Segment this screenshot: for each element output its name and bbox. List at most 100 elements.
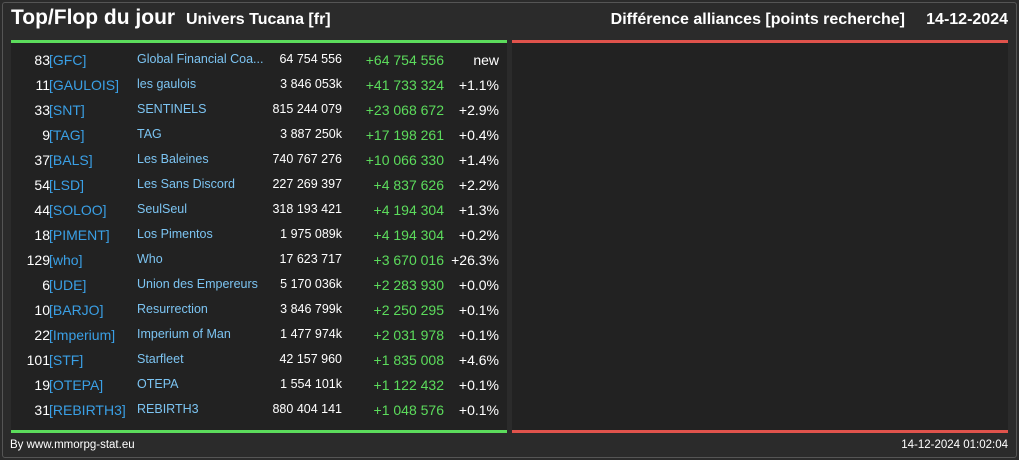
rank-cell: 31 [34, 402, 50, 418]
alliance-tag: [SOLOO] [49, 202, 107, 218]
table-row: 129 [who] Who 17 623 717 +3 670 016 +26.3% [11, 248, 507, 273]
points-cell: 3 846 053k [280, 77, 342, 91]
points-cell: 740 767 276 [272, 152, 342, 166]
rank-cell: 11 [35, 77, 50, 93]
table-row: 83 [GFC] Global Financial Coa... 64 754 556… [11, 48, 507, 73]
points-cell: 5 170 036k [280, 277, 342, 291]
diff-cell: +2 250 295 [373, 302, 444, 318]
percent-cell: +0.1% [458, 327, 499, 343]
diff-cell: +1 048 576 [373, 402, 444, 418]
percent-cell: +2.2% [458, 177, 499, 193]
percent-cell: +0.1% [458, 402, 499, 418]
table-row: 44 [SOLOO] SeulSeul 318 193 421 +4 194 304 +1… [11, 198, 507, 223]
points-cell: 318 193 421 [272, 202, 342, 216]
points-cell: 227 269 397 [272, 177, 342, 191]
alliance-tag: [UDE] [49, 277, 87, 293]
diff-cell: +3 670 016 [373, 252, 444, 268]
rank-cell: 6 [42, 277, 50, 293]
percent-cell: +0.2% [458, 227, 499, 243]
percent-cell: +4.6% [458, 352, 499, 368]
universe-label: Univers Tucana [fr] [186, 11, 331, 28]
flop-panel [512, 40, 1008, 433]
alliance-tag: [SNT] [49, 102, 85, 118]
points-cell: 1 477 974k [280, 327, 342, 341]
diff-cell: +17 198 261 [365, 127, 444, 143]
alliance-tag: [who] [49, 252, 83, 268]
diff-cell: +4 837 626 [373, 177, 444, 193]
alliance-name: TAG [137, 127, 162, 141]
points-cell: 42 157 960 [279, 352, 342, 366]
percent-cell: +0.1% [458, 377, 499, 393]
rank-cell: 19 [34, 377, 50, 393]
rank-cell: 10 [34, 302, 50, 318]
alliance-name: les gaulois [137, 77, 197, 91]
table-row: 37 [BALS] Les Baleines 740 767 276 +10 066 3… [11, 148, 507, 173]
metric-label: Différence alliances [points recherche] [610, 11, 905, 28]
percent-cell: +2.9% [458, 102, 499, 118]
top-panel-top-bar [11, 40, 507, 43]
percent-cell: +1.4% [458, 152, 499, 168]
table-row: 101 [STF] Starfleet 42 157 960 +1 835 008 +4.… [11, 348, 507, 373]
flop-panel-bottom-bar [512, 430, 1008, 433]
alliance-name: Global Financial Coa... [137, 52, 264, 66]
header-date: 14-12-2024 [926, 11, 1008, 28]
table-row: 54 [LSD] Les Sans Discord 227 269 397 +4 837… [11, 173, 507, 198]
alliance-tag: [GFC] [49, 52, 87, 68]
points-cell: 3 846 799k [280, 302, 342, 316]
percent-cell: new [473, 52, 499, 68]
alliance-name: Los Pimentos [137, 227, 213, 241]
footer-timestamp: 14-12-2024 01:02:04 [901, 439, 1008, 451]
top-panel-bottom-bar [11, 430, 507, 433]
diff-cell: +2 283 930 [373, 277, 444, 293]
page-title: Top/Flop du jour [11, 6, 176, 29]
percent-cell: +1.1% [458, 77, 499, 93]
alliance-name: Resurrection [137, 302, 208, 316]
rank-cell: 44 [34, 202, 50, 218]
percent-cell: +0.4% [458, 127, 499, 143]
rank-cell: 101 [26, 352, 50, 368]
rank-cell: 33 [34, 102, 50, 118]
points-cell: 1 975 089k [280, 227, 342, 241]
table-row: 6 [UDE] Union des Empereurs 5 170 036k +2 28… [11, 273, 507, 298]
diff-cell: +10 066 330 [365, 152, 444, 168]
alliance-name: Les Sans Discord [137, 177, 235, 191]
points-cell: 815 244 079 [272, 102, 342, 116]
diff-cell: +64 754 556 [365, 52, 444, 68]
table-row: 18 [PIMENT] Los Pimentos 1 975 089k +4 194 3… [11, 223, 507, 248]
percent-cell: +26.3% [451, 252, 499, 268]
rank-cell: 22 [34, 327, 50, 343]
top-panel: 83 [GFC] Global Financial Coa... 64 754 556… [11, 40, 507, 433]
percent-cell: +0.1% [458, 302, 499, 318]
rank-cell: 83 [34, 52, 50, 68]
alliance-name: REBIRTH3 [137, 402, 199, 416]
points-cell: 1 554 101k [280, 377, 342, 391]
alliance-name: Who [137, 252, 163, 266]
alliance-name: OTEPA [137, 377, 179, 391]
alliance-tag: [STF] [49, 352, 84, 368]
alliance-tag: [BARJO] [49, 302, 104, 318]
table-row: 31 [REBIRTH3] REBIRTH3 880 404 141 +1 048 57… [11, 398, 507, 423]
flop-panel-top-bar [512, 40, 1008, 43]
alliance-tag: [Imperium] [49, 327, 116, 343]
diff-cell: +41 733 324 [365, 77, 444, 93]
alliance-name: Union des Empereurs [137, 277, 258, 291]
table-row: 33 [SNT] SENTINELS 815 244 079 +23 068 672 +2… [11, 98, 507, 123]
alliance-name: Les Baleines [137, 152, 209, 166]
percent-cell: +1.3% [458, 202, 499, 218]
alliance-tag: [PIMENT] [49, 227, 110, 243]
points-cell: 880 404 141 [272, 402, 342, 416]
top-list: 83 [GFC] Global Financial Coa... 64 754 556… [11, 48, 507, 423]
table-row: 11 [GAULOIS] les gaulois 3 846 053k +41 733 … [11, 73, 507, 98]
points-cell: 64 754 556 [279, 52, 342, 66]
points-cell: 17 623 717 [279, 252, 342, 266]
table-row: 22 [Imperium] Imperium of Man 1 477 974k +2 … [11, 323, 507, 348]
rank-cell: 18 [34, 227, 50, 243]
rank-cell: 9 [42, 127, 50, 143]
diff-cell: +1 122 432 [373, 377, 444, 393]
alliance-tag: [BALS] [49, 152, 93, 168]
footer-credit: By www.mmorpg-stat.eu [10, 439, 135, 451]
alliance-tag: [GAULOIS] [49, 77, 120, 93]
diff-cell: +4 194 304 [373, 202, 444, 218]
diff-cell: +4 194 304 [373, 227, 444, 243]
alliance-tag: [LSD] [49, 177, 85, 193]
